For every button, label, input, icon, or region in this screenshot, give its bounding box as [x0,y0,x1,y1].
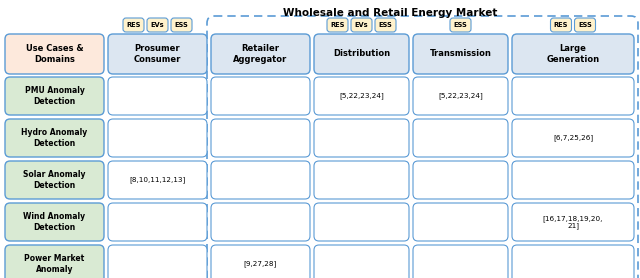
Text: ESS: ESS [454,22,467,28]
FancyBboxPatch shape [211,203,310,241]
FancyBboxPatch shape [512,119,634,157]
FancyBboxPatch shape [351,18,372,32]
Text: Large
Generation: Large Generation [547,44,600,64]
FancyBboxPatch shape [413,34,508,74]
Text: [5,22,23,24]: [5,22,23,24] [339,93,384,99]
FancyBboxPatch shape [550,18,572,32]
Text: Use Cases &
Domains: Use Cases & Domains [26,44,83,64]
FancyBboxPatch shape [5,119,104,157]
FancyBboxPatch shape [123,18,144,32]
FancyBboxPatch shape [375,18,396,32]
Text: Solar Anomaly
Detection: Solar Anomaly Detection [23,170,86,190]
Text: [6,7,25,26]: [6,7,25,26] [553,135,593,142]
Text: Wholesale and Retail Energy Market: Wholesale and Retail Energy Market [283,8,497,18]
FancyBboxPatch shape [108,203,207,241]
FancyBboxPatch shape [211,119,310,157]
FancyBboxPatch shape [147,18,168,32]
Text: EVs: EVs [150,22,164,28]
Text: Retailer
Aggregator: Retailer Aggregator [234,44,287,64]
Text: RES: RES [330,22,345,28]
FancyBboxPatch shape [450,18,471,32]
FancyBboxPatch shape [413,245,508,278]
Text: [9,27,28]: [9,27,28] [244,261,277,267]
FancyBboxPatch shape [5,161,104,199]
FancyBboxPatch shape [211,245,310,278]
Text: RES: RES [554,22,568,28]
FancyBboxPatch shape [413,119,508,157]
FancyBboxPatch shape [5,77,104,115]
FancyBboxPatch shape [314,203,409,241]
FancyBboxPatch shape [512,77,634,115]
Text: EVs: EVs [355,22,368,28]
FancyBboxPatch shape [5,34,104,74]
Text: PMU Anomaly
Detection: PMU Anomaly Detection [24,86,84,106]
FancyBboxPatch shape [314,77,409,115]
FancyBboxPatch shape [171,18,192,32]
Text: Prosumer
Consumer: Prosumer Consumer [134,44,181,64]
FancyBboxPatch shape [314,161,409,199]
FancyBboxPatch shape [108,119,207,157]
FancyBboxPatch shape [512,34,634,74]
Text: Distribution: Distribution [333,49,390,58]
FancyBboxPatch shape [108,34,207,74]
Text: RES: RES [126,22,141,28]
Text: ESS: ESS [379,22,392,28]
FancyBboxPatch shape [314,119,409,157]
Text: Transmission: Transmission [429,49,492,58]
FancyBboxPatch shape [211,34,310,74]
FancyBboxPatch shape [413,161,508,199]
FancyBboxPatch shape [211,77,310,115]
FancyBboxPatch shape [211,161,310,199]
Text: ESS: ESS [175,22,188,28]
Text: Wind Anomaly
Detection: Wind Anomaly Detection [24,212,86,232]
FancyBboxPatch shape [512,203,634,241]
Text: [8,10,11,12,13]: [8,10,11,12,13] [129,177,186,183]
Text: Power Market
Anomaly: Power Market Anomaly [24,254,84,274]
Text: [16,17,18,19,20,
21]: [16,17,18,19,20, 21] [543,215,603,229]
FancyBboxPatch shape [108,77,207,115]
FancyBboxPatch shape [413,77,508,115]
FancyBboxPatch shape [314,34,409,74]
FancyBboxPatch shape [108,161,207,199]
FancyBboxPatch shape [108,245,207,278]
FancyBboxPatch shape [327,18,348,32]
FancyBboxPatch shape [512,245,634,278]
FancyBboxPatch shape [413,203,508,241]
Text: [5,22,23,24]: [5,22,23,24] [438,93,483,99]
FancyBboxPatch shape [575,18,595,32]
FancyBboxPatch shape [5,203,104,241]
FancyBboxPatch shape [5,245,104,278]
FancyBboxPatch shape [314,245,409,278]
Text: Hydro Anomaly
Detection: Hydro Anomaly Detection [21,128,88,148]
FancyBboxPatch shape [512,161,634,199]
Text: ESS: ESS [578,22,592,28]
